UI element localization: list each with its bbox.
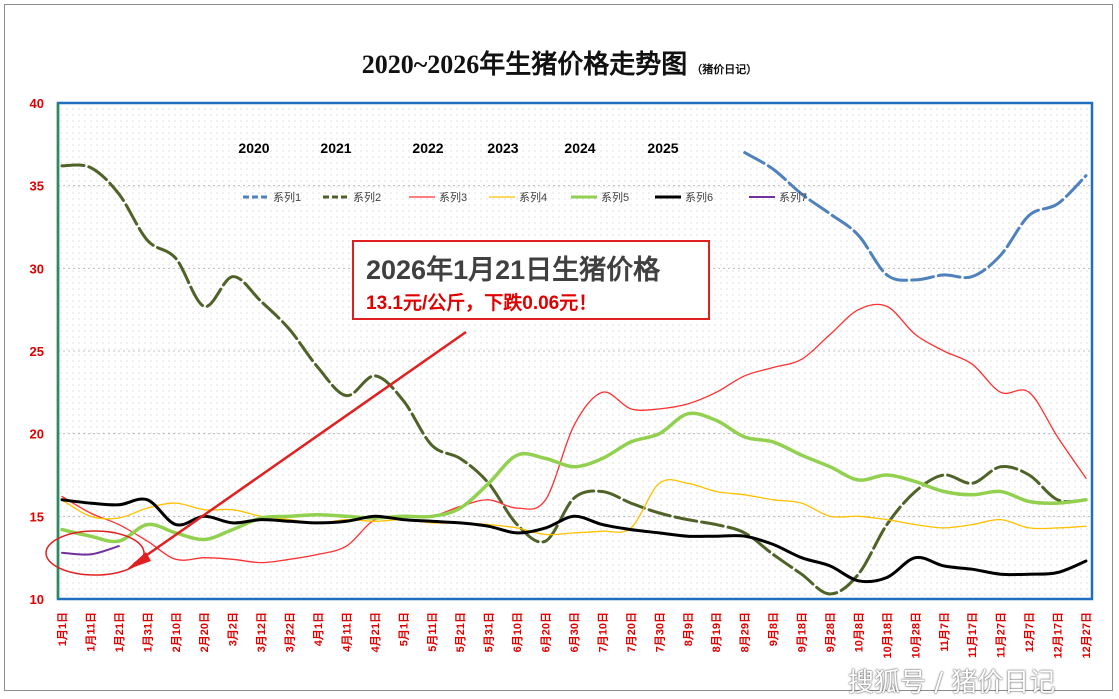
x-tick-label: 11月27日 — [995, 612, 1008, 658]
year-label: 2025 — [647, 140, 678, 156]
y-tick-label: 35 — [30, 179, 44, 194]
chart-title: 2020~2026年生猪价格走势图 — [361, 50, 688, 79]
y-tick-label: 25 — [30, 344, 44, 359]
y-tick-label: 40 — [30, 96, 44, 111]
x-tick-label: 6月20日 — [540, 612, 553, 652]
highlight-ellipse — [45, 530, 145, 576]
x-tick-label: 9月8日 — [767, 612, 780, 646]
legend-label-7: 系列7 — [779, 190, 807, 204]
x-tick-label: 8月19日 — [710, 612, 723, 652]
annotation-title: 2026年1月21日生猪价格 — [366, 255, 661, 285]
legend-label-4: 系列4 — [519, 190, 547, 204]
x-tick-label: 4月1日 — [312, 612, 325, 646]
legend-label-1: 系列1 — [273, 190, 301, 204]
x-axis-ticks: 1月1日 1月11日 1月21日 1月31日 2月10日 2月20日 3月2日 3月12日 3月… — [56, 612, 1093, 658]
legend: 系列1 系列2 系列3 系列4 系列5 系列6 系列7 — [243, 190, 807, 204]
x-tick-label: 4月11日 — [340, 612, 353, 652]
annotation-arrow — [126, 330, 467, 570]
x-tick-label: 6月30日 — [568, 612, 581, 652]
annotation-price: 13.1元/公斤，下跌0.06元！ — [366, 293, 598, 314]
x-tick-label: 2月20日 — [198, 612, 211, 652]
x-tick-label: 6月10日 — [511, 612, 524, 652]
title-block: 2020~2026年生猪价格走势图 （猪价日记） — [0, 44, 1119, 81]
y-tick-label: 30 — [30, 261, 44, 276]
x-tick-label: 3月22日 — [284, 612, 297, 652]
series-line-3 — [61, 303, 1087, 564]
x-tick-label: 3月2日 — [227, 612, 240, 646]
x-tick-label: 3月12日 — [255, 612, 268, 652]
y-tick-label: 15 — [30, 509, 44, 524]
x-tick-label: 5月1日 — [397, 612, 410, 646]
x-tick-label: 12月7日 — [1023, 612, 1036, 652]
x-tick-label: 1月11日 — [84, 612, 97, 652]
year-label: 2020 — [238, 140, 269, 156]
series-line-2 — [60, 163, 1088, 596]
x-tick-label: 2月10日 — [170, 612, 183, 652]
x-tick-label: 9月18日 — [796, 612, 809, 652]
x-tick-label: 5月31日 — [483, 612, 496, 652]
x-tick-label: 12月17日 — [1052, 612, 1065, 658]
series-line-1 — [743, 151, 1088, 282]
watermark: 搜狐号 / 猪价日记 — [848, 668, 1056, 698]
year-label: 2024 — [564, 140, 595, 156]
legend-label-6: 系列6 — [685, 190, 713, 204]
chart-subtitle: （猪价日记） — [691, 64, 758, 76]
x-tick-label: 10月28日 — [909, 612, 922, 658]
legend-label-5: 系列5 — [601, 190, 629, 204]
year-labels: 2020 2021 2022 2023 2024 2025 — [238, 140, 678, 156]
y-axis-ticks: 10 15 20 25 30 35 40 — [30, 96, 44, 607]
legend-label-2: 系列2 — [353, 190, 381, 204]
x-tick-label: 11月7日 — [938, 612, 951, 652]
x-tick-label: 12月27日 — [1080, 612, 1093, 658]
x-tick-label: 5月11日 — [426, 612, 439, 652]
x-tick-label: 7月30日 — [653, 612, 666, 652]
year-label: 2023 — [487, 140, 518, 156]
x-tick-label: 11月17日 — [966, 612, 979, 658]
year-label: 2021 — [320, 140, 351, 156]
x-tick-label: 10月8日 — [852, 612, 865, 652]
x-tick-label: 1月21日 — [113, 612, 126, 652]
x-tick-label: 7月10日 — [596, 612, 609, 652]
legend-label-3: 系列3 — [439, 190, 467, 204]
x-tick-label: 7月20日 — [625, 612, 638, 652]
series-line-4 — [61, 478, 1087, 536]
series-layer — [60, 151, 1088, 596]
x-tick-label: 4月21日 — [369, 612, 382, 652]
x-tick-label: 8月9日 — [682, 612, 695, 646]
y-tick-label: 20 — [30, 427, 44, 442]
x-tick-label: 5月21日 — [454, 612, 467, 652]
y-tick-label: 10 — [30, 592, 44, 607]
x-tick-label: 8月29日 — [739, 612, 752, 652]
series-line-7 — [61, 545, 120, 556]
annotation-box: 2026年1月21日生猪价格 13.1元/公斤，下跌0.06元！ — [352, 240, 710, 320]
x-tick-label: 10月18日 — [881, 612, 894, 658]
year-label: 2022 — [412, 140, 443, 156]
series-line-5 — [60, 411, 1088, 544]
x-tick-label: 1月31日 — [141, 612, 154, 652]
series-line-6 — [60, 497, 1088, 584]
x-tick-label: 1月1日 — [56, 612, 69, 646]
chart-frame — [4, 4, 1113, 691]
x-tick-label: 9月28日 — [824, 612, 837, 652]
